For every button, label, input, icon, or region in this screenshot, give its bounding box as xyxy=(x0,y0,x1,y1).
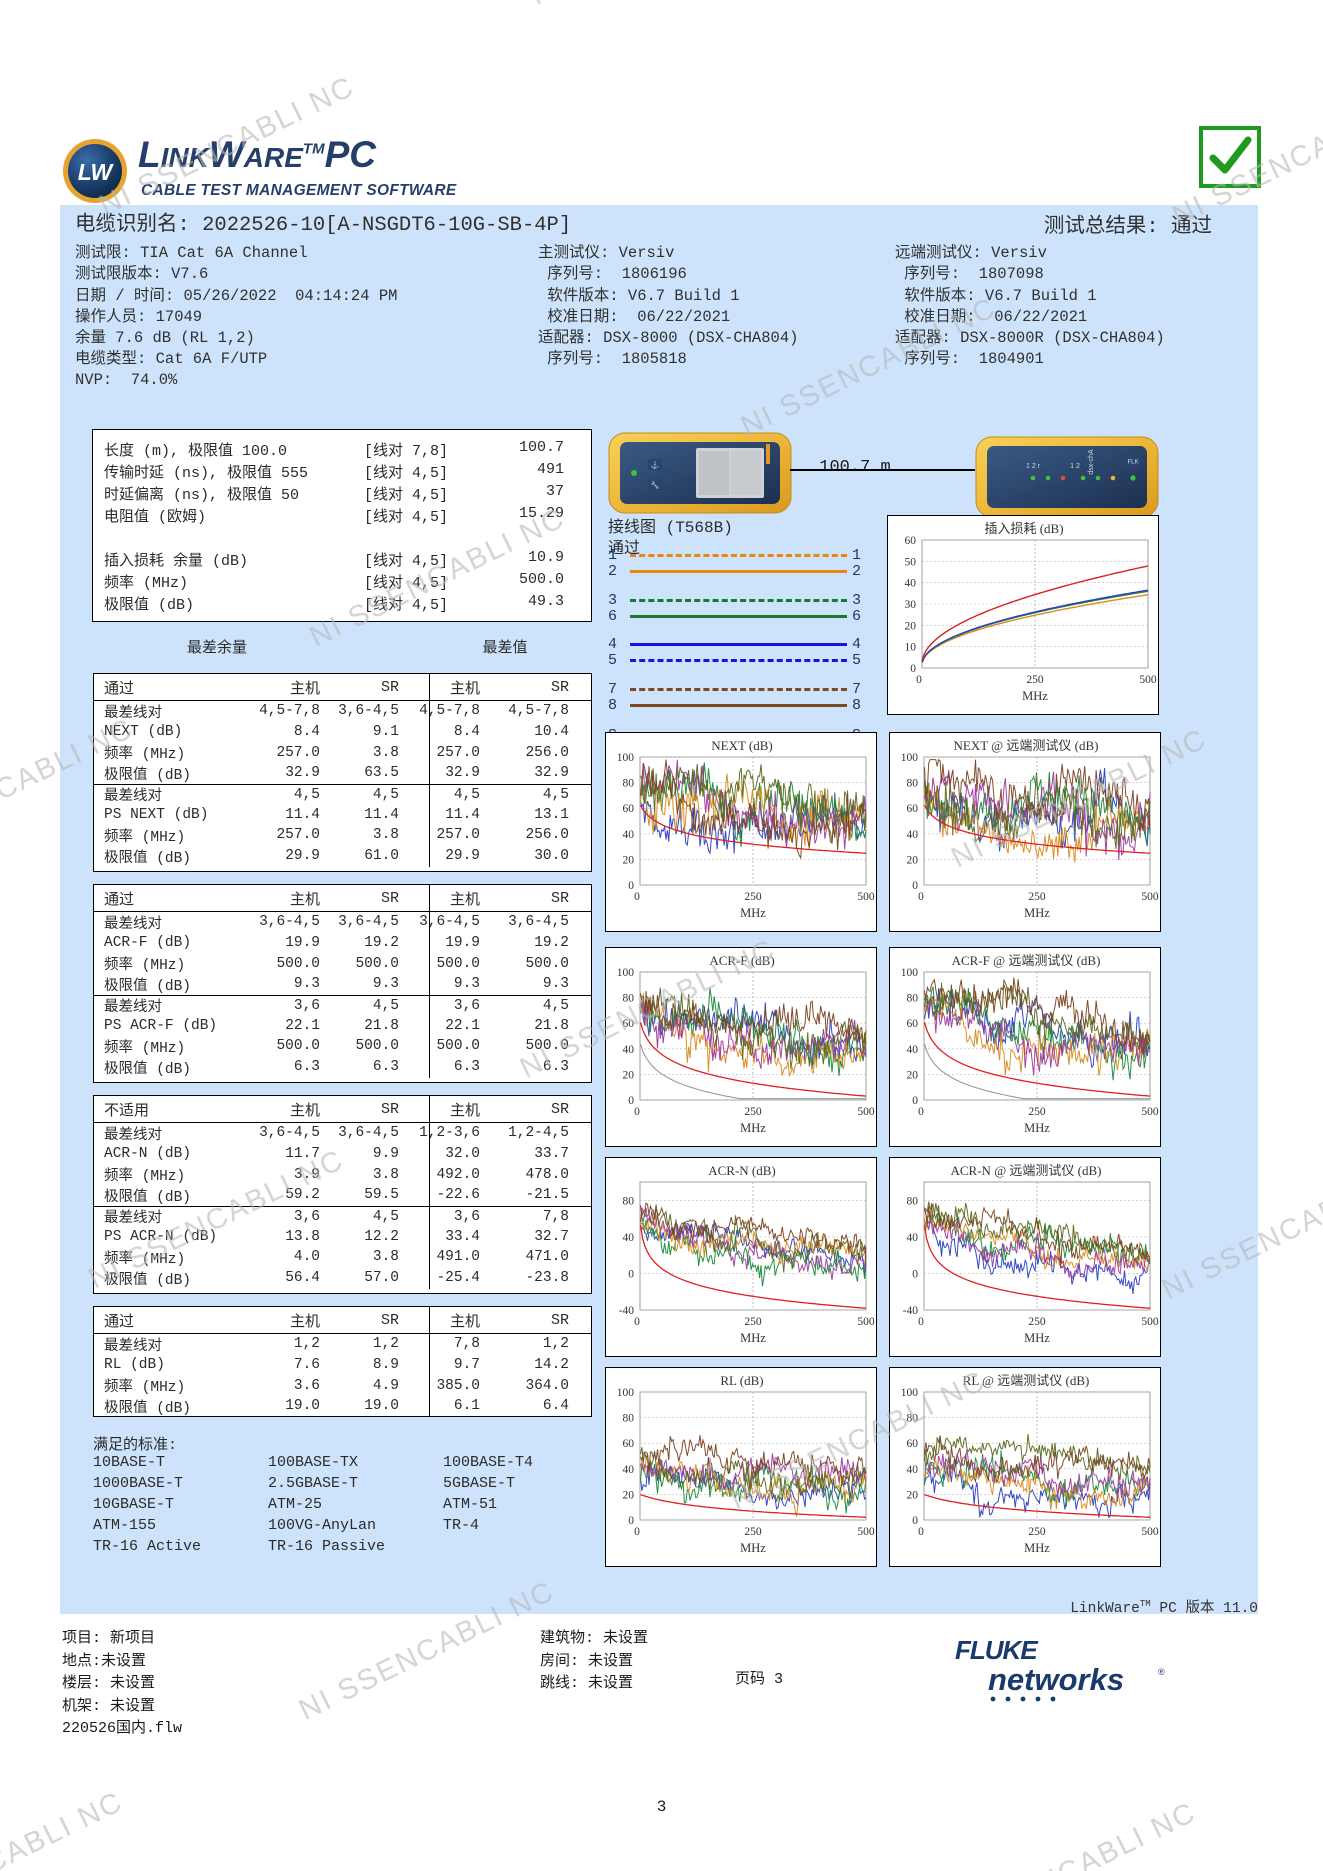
svg-text:40: 40 xyxy=(623,1044,635,1056)
svg-text:FLUKE: FLUKE xyxy=(955,1637,1038,1665)
svg-text:250: 250 xyxy=(1028,891,1046,903)
svg-text:LW: LW xyxy=(78,159,115,185)
svg-text:MHz: MHz xyxy=(740,906,766,920)
svg-text:ACR-N @ 远端测试仪 (dB): ACR-N @ 远端测试仪 (dB) xyxy=(951,1163,1102,1178)
svg-text:0: 0 xyxy=(634,1526,640,1538)
svg-text:100: 100 xyxy=(901,752,919,764)
svg-text:40: 40 xyxy=(623,1464,635,1476)
svg-text:NEXT (dB): NEXT (dB) xyxy=(711,738,773,753)
svg-text:500: 500 xyxy=(1141,1106,1159,1118)
svg-text:250: 250 xyxy=(1026,674,1044,686)
svg-text:500: 500 xyxy=(1141,891,1159,903)
svg-text:500: 500 xyxy=(857,891,875,903)
svg-text:⚓: ⚓ xyxy=(651,461,660,470)
svg-text:500: 500 xyxy=(1141,1316,1159,1328)
svg-text:FLK: FLK xyxy=(1127,460,1138,466)
svg-text:插入损耗 (dB): 插入损耗 (dB) xyxy=(984,521,1063,536)
svg-text:40: 40 xyxy=(623,829,635,841)
svg-text:80: 80 xyxy=(623,1195,635,1207)
svg-text:0: 0 xyxy=(912,1268,918,1280)
svg-text:20: 20 xyxy=(907,1069,919,1081)
svg-text:250: 250 xyxy=(744,1106,762,1118)
svg-text:🔧: 🔧 xyxy=(651,481,660,490)
svg-text:0: 0 xyxy=(918,1316,924,1328)
svg-text:60: 60 xyxy=(623,803,635,815)
svg-text:250: 250 xyxy=(744,1316,762,1328)
svg-text:80: 80 xyxy=(623,778,635,790)
svg-text:500: 500 xyxy=(857,1526,875,1538)
svg-text:0: 0 xyxy=(634,1316,640,1328)
svg-text:ACR-F @ 远端测试仪 (dB): ACR-F @ 远端测试仪 (dB) xyxy=(952,953,1101,968)
svg-text:0: 0 xyxy=(918,891,924,903)
svg-text:1 2 r: 1 2 r xyxy=(1026,463,1041,470)
svg-text:500: 500 xyxy=(1139,674,1157,686)
svg-text:60: 60 xyxy=(905,535,917,547)
svg-text:500: 500 xyxy=(857,1106,875,1118)
svg-text:500: 500 xyxy=(1141,1526,1159,1538)
svg-text:dsx-chA: dsx-chA xyxy=(1088,449,1095,475)
svg-text:0: 0 xyxy=(634,891,640,903)
svg-text:®: ® xyxy=(1158,1667,1165,1677)
svg-text:80: 80 xyxy=(907,1413,919,1425)
svg-text:0: 0 xyxy=(916,674,922,686)
svg-text:0: 0 xyxy=(634,1106,640,1118)
svg-text:MHz: MHz xyxy=(1024,906,1050,920)
svg-text:20: 20 xyxy=(907,1489,919,1501)
svg-text:0: 0 xyxy=(918,1526,924,1538)
svg-text:MHz: MHz xyxy=(1022,689,1048,703)
svg-text:60: 60 xyxy=(907,1018,919,1030)
svg-text:80: 80 xyxy=(907,993,919,1005)
svg-text:80: 80 xyxy=(623,993,635,1005)
svg-text:MHz: MHz xyxy=(740,1331,766,1345)
svg-text:20: 20 xyxy=(907,854,919,866)
svg-text:80: 80 xyxy=(623,1413,635,1425)
svg-text:250: 250 xyxy=(744,1526,762,1538)
svg-text:20: 20 xyxy=(623,854,635,866)
svg-text:250: 250 xyxy=(1028,1316,1046,1328)
svg-text:-40: -40 xyxy=(903,1305,919,1317)
svg-text:40: 40 xyxy=(905,578,917,590)
svg-text:-40: -40 xyxy=(619,1305,635,1317)
svg-text:0: 0 xyxy=(918,1106,924,1118)
svg-text:60: 60 xyxy=(907,803,919,815)
svg-text:100: 100 xyxy=(617,1387,635,1399)
svg-text:50: 50 xyxy=(905,556,917,568)
svg-text:40: 40 xyxy=(623,1232,635,1244)
svg-text:100: 100 xyxy=(617,752,635,764)
svg-text:60: 60 xyxy=(907,1438,919,1450)
svg-text:MHz: MHz xyxy=(1024,1121,1050,1135)
svg-text:250: 250 xyxy=(744,891,762,903)
svg-text:MHz: MHz xyxy=(1024,1331,1050,1345)
svg-text:NEXT @ 远端测试仪 (dB): NEXT @ 远端测试仪 (dB) xyxy=(954,738,1099,753)
svg-text:networks: networks xyxy=(988,1662,1124,1697)
svg-text:250: 250 xyxy=(1028,1526,1046,1538)
svg-text:100: 100 xyxy=(617,967,635,979)
svg-text:20: 20 xyxy=(905,620,917,632)
svg-text:MHz: MHz xyxy=(1024,1541,1050,1555)
svg-text:80: 80 xyxy=(907,778,919,790)
svg-text:40: 40 xyxy=(907,1464,919,1476)
svg-text:RL @ 远端测试仪 (dB): RL @ 远端测试仪 (dB) xyxy=(963,1373,1090,1388)
svg-text:ACR-N (dB): ACR-N (dB) xyxy=(708,1163,776,1178)
svg-text:500: 500 xyxy=(857,1316,875,1328)
svg-text:MHz: MHz xyxy=(740,1121,766,1135)
svg-text:RL (dB): RL (dB) xyxy=(720,1373,763,1388)
svg-text:20: 20 xyxy=(623,1069,635,1081)
svg-text:30: 30 xyxy=(905,599,917,611)
svg-text:250: 250 xyxy=(1028,1106,1046,1118)
svg-text:20: 20 xyxy=(623,1489,635,1501)
svg-text:80: 80 xyxy=(907,1195,919,1207)
svg-text:10: 10 xyxy=(905,642,917,654)
svg-text:1 2: 1 2 xyxy=(1070,463,1080,470)
svg-text:60: 60 xyxy=(623,1018,635,1030)
svg-text:0: 0 xyxy=(628,1268,634,1280)
svg-text:40: 40 xyxy=(907,1044,919,1056)
svg-text:MHz: MHz xyxy=(740,1541,766,1555)
svg-text:100: 100 xyxy=(901,967,919,979)
svg-text:60: 60 xyxy=(623,1438,635,1450)
svg-text:ACR-F (dB): ACR-F (dB) xyxy=(709,953,774,968)
svg-text:100: 100 xyxy=(901,1387,919,1399)
svg-text:40: 40 xyxy=(907,1232,919,1244)
svg-text:40: 40 xyxy=(907,829,919,841)
